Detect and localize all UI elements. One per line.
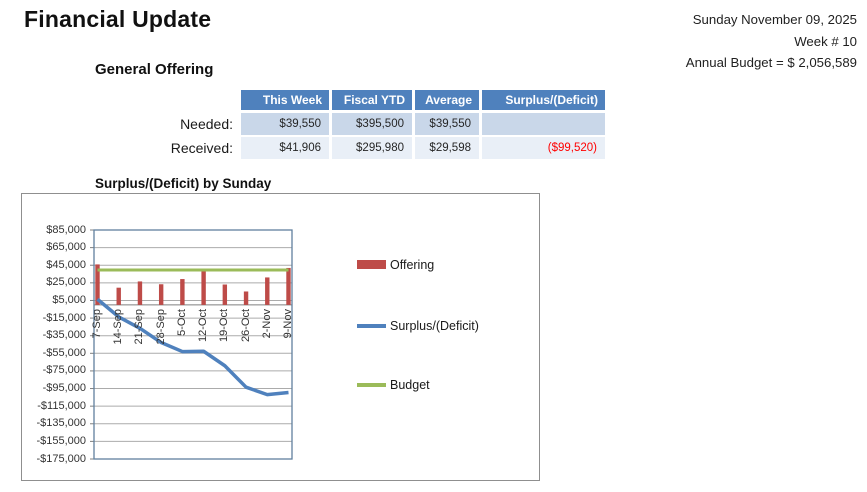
chart-plot — [90, 229, 293, 460]
needed-this-week: $39,550 — [241, 112, 329, 135]
y-axis-label: $25,000 — [46, 276, 86, 289]
x-axis-label: 7-Sep — [91, 308, 103, 339]
x-axis-label: 19-Oct — [218, 308, 231, 342]
y-axis-label: $5,000 — [52, 293, 86, 306]
x-axis-label: 28-Sep — [154, 308, 167, 345]
x-axis-label: 14-Sep — [112, 308, 125, 345]
y-axis-label: -$115,000 — [37, 399, 86, 412]
needed-surplus — [482, 112, 605, 135]
table-corner-cell — [165, 90, 238, 110]
legend-swatch-budget-line — [357, 383, 386, 387]
y-axis-label: -$15,000 — [42, 311, 86, 324]
report-date: Sunday November 09, 2025 — [692, 12, 857, 27]
x-axis-label: 21-Sep — [133, 308, 146, 345]
y-axis-label: -$135,000 — [36, 417, 86, 430]
legend-swatch-surplus-line — [357, 324, 386, 328]
col-header-this-week: This Week — [241, 90, 329, 110]
col-header-surplus-deficit: Surplus/(Deficit) — [482, 90, 605, 110]
x-axis-label: 9-Nov — [282, 308, 294, 339]
received-surplus-deficit: ($99,520) — [482, 137, 605, 159]
offering-bar — [286, 267, 291, 305]
offering-bar — [243, 291, 249, 305]
y-axis-label: $85,000 — [46, 223, 86, 236]
x-axis-label: 5-Oct — [175, 308, 188, 336]
legend-label-surplus: Surplus/(Deficit) — [390, 319, 479, 333]
row-label-needed: Needed: — [180, 115, 233, 132]
needed-average: $39,550 — [415, 112, 479, 135]
x-axis-label: 2-Nov — [260, 308, 273, 339]
y-axis-label: -$75,000 — [42, 364, 86, 377]
legend-label-budget: Budget — [390, 378, 430, 392]
offering-bar — [95, 264, 100, 305]
offering-bar — [158, 284, 164, 305]
surplus-deficit-line — [96, 297, 289, 397]
offering-bar — [222, 284, 228, 305]
y-axis-label: -$175,000 — [36, 452, 86, 465]
x-axis-label: 26-Oct — [239, 308, 252, 342]
general-offering-table: This Week Fiscal YTD Average Surplus/(De… — [165, 90, 605, 159]
table-section-title: General Offering — [95, 61, 214, 78]
received-this-week: $41,906 — [241, 137, 329, 159]
received-fiscal-ytd: $295,980 — [332, 137, 412, 159]
received-average: $29,598 — [415, 137, 479, 159]
col-header-fiscal-ytd: Fiscal YTD — [332, 90, 412, 110]
y-axis-label: -$35,000 — [42, 329, 86, 342]
week-number: Week # 10 — [794, 33, 857, 49]
page-title: Financial Update — [24, 6, 212, 32]
x-axis-label: 12-Oct — [197, 308, 210, 342]
col-header-average: Average — [415, 90, 479, 110]
chart-frame: Offering Surplus/(Deficit) Budget $85,00… — [21, 193, 540, 481]
offering-bar — [116, 287, 121, 305]
y-axis-label: -$155,000 — [36, 434, 86, 447]
legend-label-offering: Offering — [390, 258, 435, 272]
needed-fiscal-ytd: $395,500 — [332, 112, 412, 135]
offering-bar — [265, 277, 270, 305]
offering-bar — [180, 279, 185, 305]
row-label-received: Received: — [170, 140, 233, 156]
y-axis-label: -$95,000 — [42, 382, 86, 395]
offering-bar — [201, 269, 206, 305]
offering-bar — [137, 281, 143, 305]
header-info-block: Sunday November 09, 2025 Week # 10 Annua… — [686, 9, 857, 74]
chart-title: Surplus/(Deficit) by Sunday — [95, 176, 272, 191]
y-axis-label: $65,000 — [46, 241, 86, 254]
y-axis-label: $45,000 — [46, 258, 86, 271]
plot-area-border — [93, 229, 293, 460]
annual-budget: Annual Budget = $ 2,056,589 — [685, 55, 857, 70]
legend-swatch-offering — [357, 260, 386, 269]
y-axis-label: -$55,000 — [42, 346, 86, 359]
